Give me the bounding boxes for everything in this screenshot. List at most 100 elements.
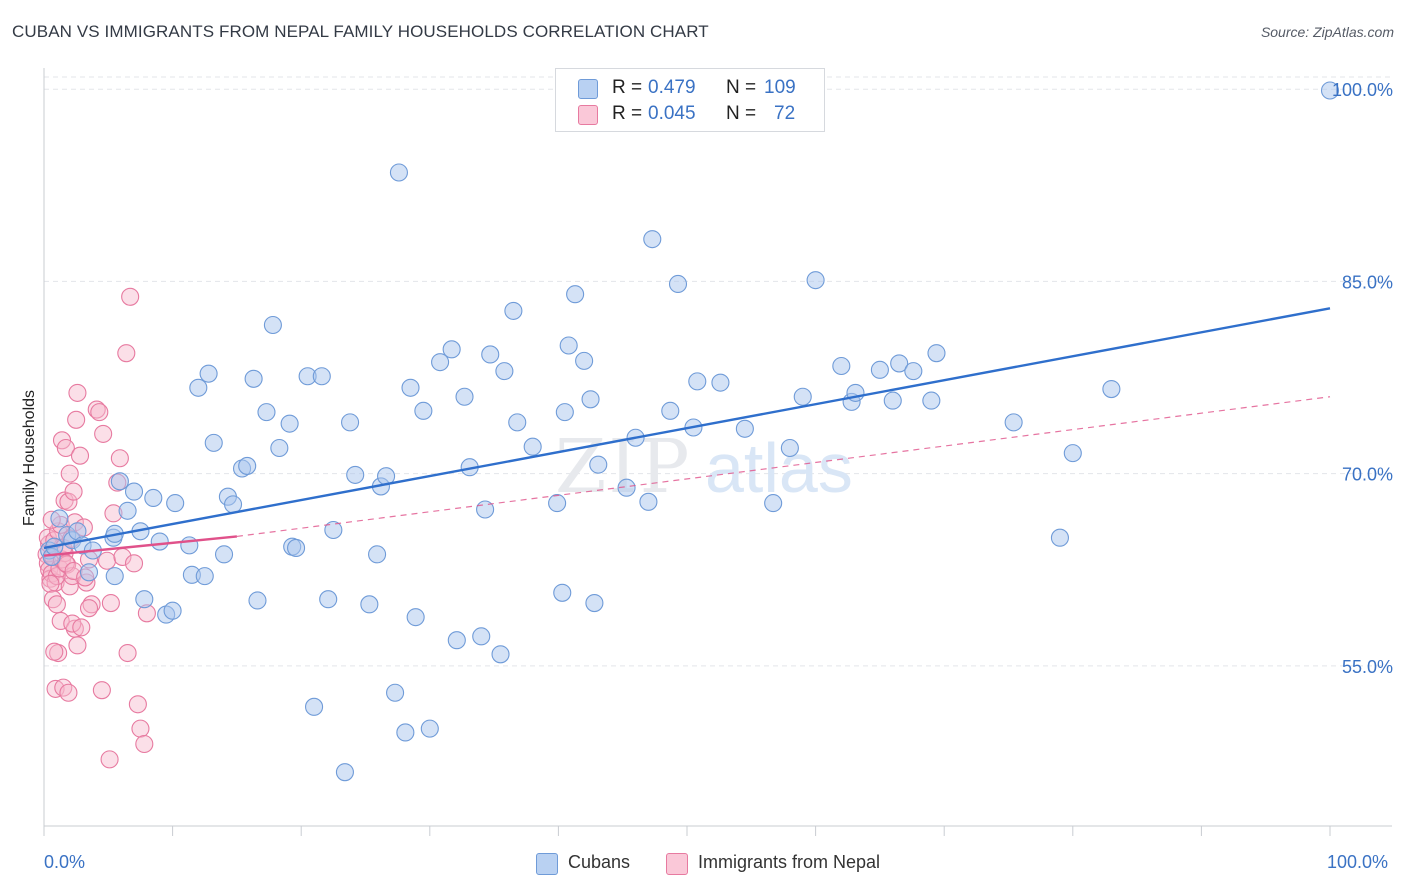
x-tick-label-max: 100.0% — [1327, 852, 1389, 872]
cubans-point — [118, 501, 137, 520]
cubans-point — [581, 390, 600, 409]
nepal-point — [100, 750, 119, 769]
cubans-point — [270, 438, 289, 458]
cubans-point — [223, 495, 243, 514]
nepal-point — [59, 492, 78, 511]
y-tick-labels: 55.0% 70.0% 85.0% 100.0% — [1332, 80, 1393, 677]
cubans-point — [1050, 528, 1069, 547]
cubans-point — [553, 583, 572, 602]
cubans-point — [639, 492, 658, 511]
cubans-point — [199, 364, 218, 383]
stats-legend: R = 0.479 N = 109 R = 0.045 N = 72 — [555, 68, 825, 132]
cubans-point — [711, 373, 730, 392]
cubans-point — [189, 378, 208, 397]
cubans-point — [195, 567, 214, 586]
trend-lines — [43, 307, 1331, 557]
cubans-point — [238, 456, 257, 475]
cubans-point — [360, 595, 379, 614]
cubans-point — [508, 413, 527, 432]
cubans-point — [248, 591, 267, 610]
y-tick-label: 100.0% — [1332, 80, 1393, 100]
cubans-point — [368, 545, 387, 564]
watermark-atlas: atlas — [705, 429, 853, 507]
cubans-point — [135, 590, 154, 609]
nepal-point — [90, 403, 109, 422]
cubans-point — [780, 438, 799, 458]
nepal-point — [94, 424, 113, 443]
legend-swatch-nepal — [666, 853, 688, 875]
cubans-point — [883, 391, 902, 410]
cubans-point — [163, 601, 182, 620]
nepal-point — [45, 642, 64, 661]
cubans-point — [927, 344, 946, 363]
cubans-point — [661, 401, 680, 420]
cubans-point — [668, 274, 688, 294]
cubans-point — [793, 387, 812, 406]
nepal-point — [64, 482, 83, 501]
cubans-point — [257, 403, 276, 422]
cubans-point — [555, 403, 574, 422]
nepal-point — [72, 618, 91, 637]
x-tick-label-min: 0.0% — [44, 852, 86, 872]
cubans-point — [764, 494, 783, 513]
cubans-point — [575, 351, 594, 370]
nepal-trend-line — [43, 535, 238, 557]
cubans-point — [406, 608, 425, 627]
nepal-point — [131, 719, 150, 738]
y-tick-label: 55.0% — [1342, 657, 1393, 677]
cubans-point — [324, 520, 343, 540]
nepal-point — [54, 678, 73, 697]
legend-swatch-nepal — [578, 105, 598, 125]
nepal-point — [117, 344, 136, 363]
cubans-point — [495, 362, 514, 381]
cubans-point — [312, 367, 331, 386]
cubans-point — [335, 763, 354, 782]
cubans-point — [79, 563, 99, 582]
nepal-point — [70, 446, 90, 465]
nepal-point — [68, 383, 87, 402]
cubans-point — [1004, 413, 1023, 432]
chart-title: CUBAN VS IMMIGRANTS FROM NEPAL FAMILY HO… — [12, 22, 709, 41]
cubans-point — [890, 354, 909, 373]
cubans-point — [110, 472, 129, 491]
y-axis-label: Family Households — [21, 389, 38, 527]
cubans-point — [144, 488, 163, 508]
legend-swatch-cubans — [578, 79, 598, 99]
cubans-point — [806, 271, 825, 290]
cubans-point — [735, 419, 754, 438]
legend-r-label: R = — [612, 103, 643, 124]
nepal-point — [128, 695, 147, 714]
cubans-point — [870, 360, 889, 379]
cubans-point — [414, 401, 433, 420]
cubans-point — [643, 230, 662, 249]
cubans-point — [922, 391, 941, 410]
cubans-point — [455, 387, 474, 406]
cubans-point — [585, 593, 604, 613]
cubans-point — [559, 336, 578, 355]
cubans-point — [832, 356, 851, 376]
nepal-point — [47, 595, 66, 614]
axes — [43, 68, 1392, 836]
cubans-point — [523, 437, 542, 456]
cubans-point — [1320, 81, 1340, 100]
cubans-point — [50, 509, 69, 528]
watermark-zip: ZIP — [555, 424, 691, 510]
cubans-point — [688, 372, 707, 391]
cubans-point — [319, 590, 338, 609]
cubans-point — [401, 378, 420, 397]
cubans-point — [431, 353, 450, 372]
cubans-point — [150, 532, 169, 551]
cubans-point — [1102, 380, 1121, 399]
nepal-point — [101, 593, 120, 613]
cubans-point — [124, 482, 144, 501]
legend-r-value: 0.479 — [648, 77, 696, 98]
cubans-point — [389, 163, 408, 182]
y-tick-label: 85.0% — [1342, 272, 1393, 292]
nepal-point — [92, 681, 111, 700]
cubans-point — [617, 478, 636, 497]
cubans-point — [548, 494, 567, 513]
nepal-point — [67, 410, 86, 429]
cubans-point — [287, 538, 306, 557]
cubans-point — [481, 345, 500, 364]
